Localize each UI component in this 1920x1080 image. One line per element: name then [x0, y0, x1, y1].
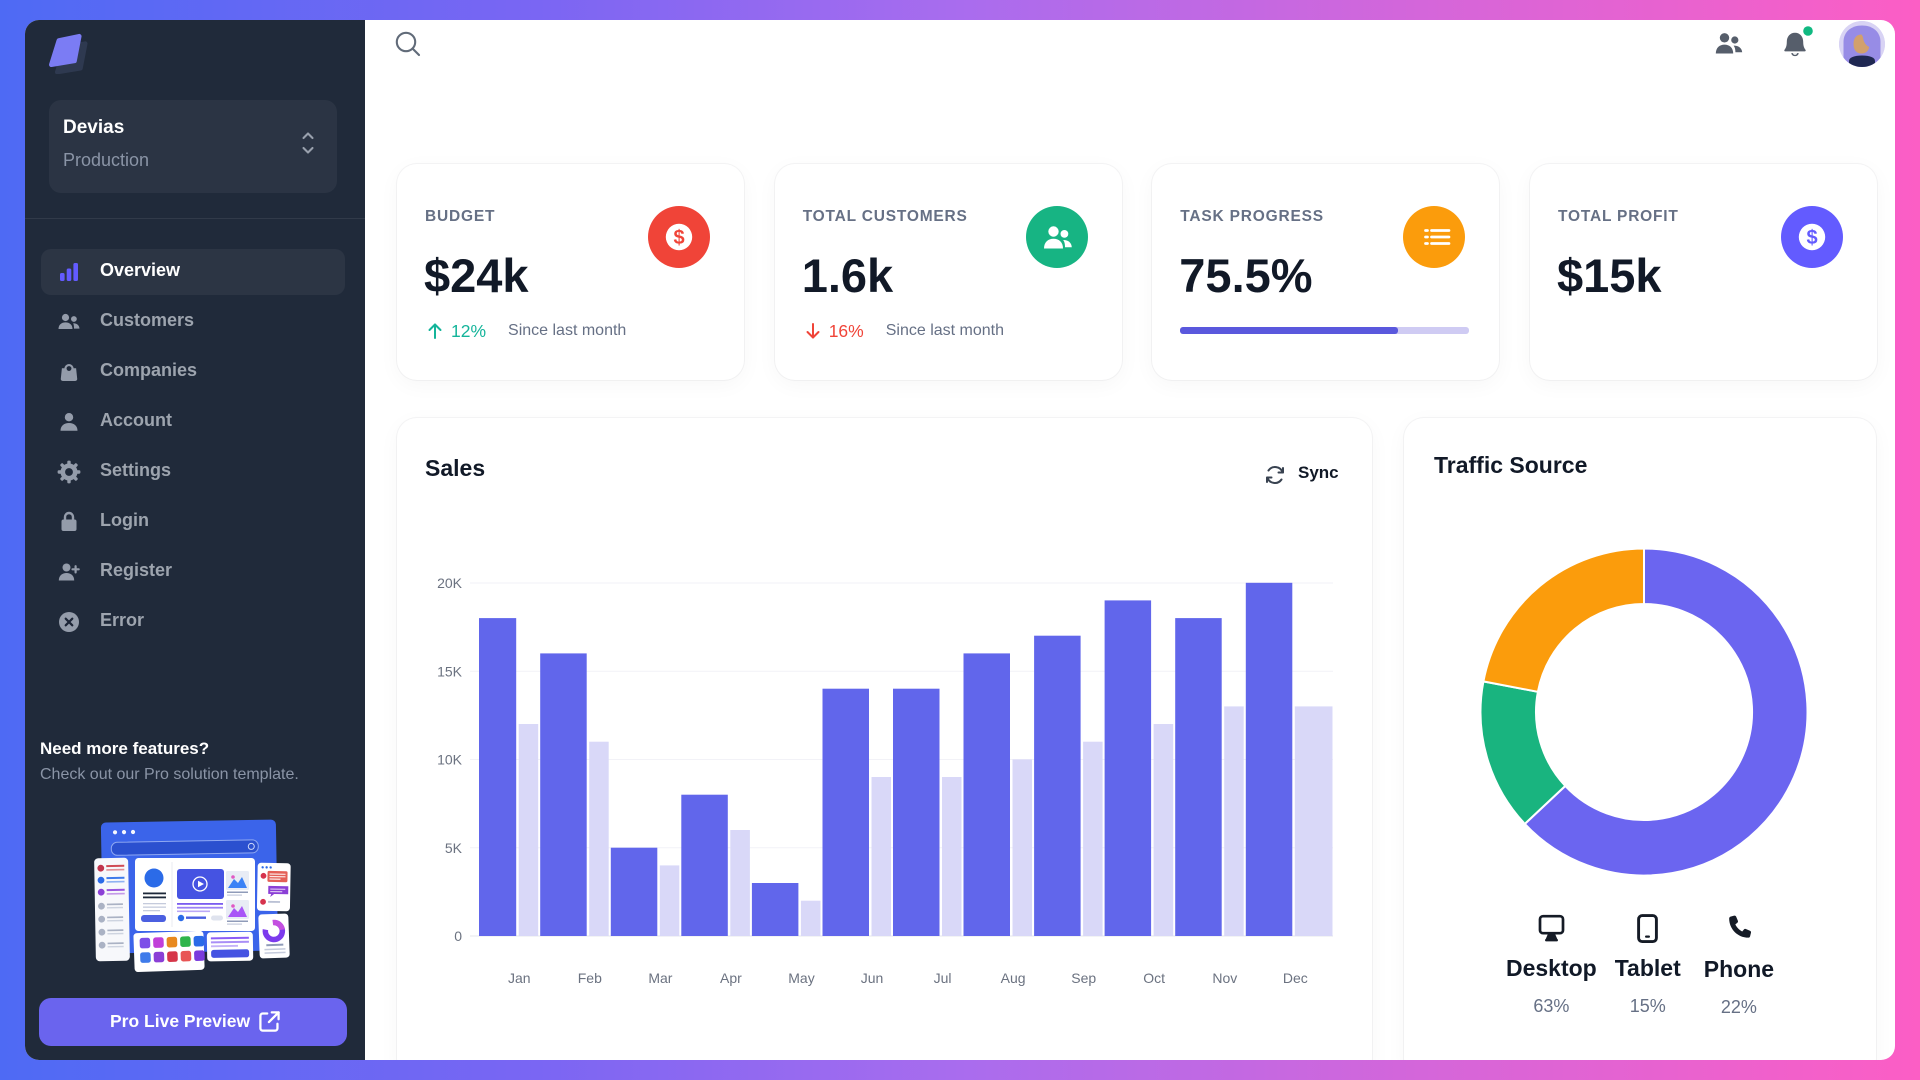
svg-text:$: $ [1806, 227, 1817, 249]
svg-text:$: $ [673, 227, 684, 249]
